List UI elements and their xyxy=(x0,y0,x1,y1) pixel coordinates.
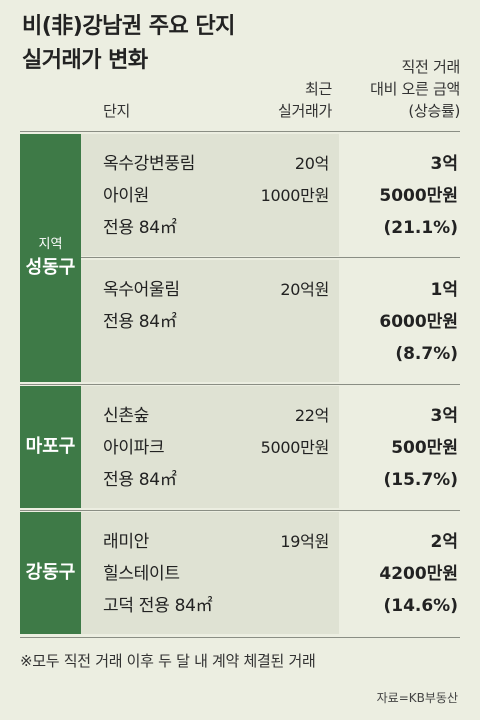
price-line: 1000만원 xyxy=(260,186,330,205)
name-line: 전용 84㎡ xyxy=(103,218,177,238)
rise-line: 5000만원 xyxy=(379,186,458,206)
header-divider xyxy=(20,131,460,132)
rise-line: (15.7%) xyxy=(383,470,458,490)
rise-line: 500만원 xyxy=(391,438,458,458)
footnote: ※모두 직전 거래 이후 두 달 내 계약 체결된 거래 xyxy=(20,652,316,670)
rise-line: 3억 xyxy=(430,406,458,426)
rise-line: (14.6%) xyxy=(383,596,458,616)
table-row: 옥수강변풍림 아이원 전용 84㎡ 20억 1000만원 3억 5000만원 (… xyxy=(81,134,460,256)
rise-line: 2억 xyxy=(430,532,458,552)
name-line: 옥수어울림 xyxy=(103,280,180,300)
table-bottom-divider xyxy=(20,637,460,638)
recent-price: 20억 1000만원 xyxy=(240,134,339,256)
name-line: 힐스테이트 xyxy=(103,564,180,584)
price-line: 22억 xyxy=(294,406,329,425)
complex-name: 옥수어울림 전용 84㎡ xyxy=(81,260,240,382)
name-line: 아이원 xyxy=(103,186,150,206)
name-line: 아이파크 xyxy=(103,438,165,458)
district-seongdong: 지역 성동구 xyxy=(20,134,81,382)
price-line: 19억원 xyxy=(280,532,329,551)
rise-line: (8.7%) xyxy=(395,344,458,364)
rise-line: 1억 xyxy=(430,280,458,300)
price-rise: 3억 500만원 (15.7%) xyxy=(339,386,460,508)
header-price-line-1: 최근 xyxy=(304,80,332,98)
rise-line: 4200만원 xyxy=(379,564,458,584)
district-label: 성동구 xyxy=(25,257,76,278)
price-rise: 2억 4200만원 (14.6%) xyxy=(339,512,460,634)
table-row: 신촌숲 아이파크 전용 84㎡ 22억 5000만원 3억 500만원 (15.… xyxy=(81,386,460,508)
district-gangdong: 강동구 xyxy=(20,512,81,634)
header-price: 최근 실거래가 xyxy=(278,78,332,122)
district-label: 강동구 xyxy=(25,562,76,583)
table-row: 옥수어울림 전용 84㎡ 20억원 1억 6000만원 (8.7%) xyxy=(81,260,460,382)
title-line-2: 실거래가 변화 xyxy=(22,48,148,73)
name-line: 옥수강변풍림 xyxy=(103,154,196,174)
rise-line: 3억 xyxy=(430,154,458,174)
row-divider xyxy=(81,257,460,258)
price-rise: 3억 5000만원 (21.1%) xyxy=(339,134,460,256)
source-credit: 자료=KB부동산 xyxy=(376,691,458,705)
rise-line: (21.1%) xyxy=(383,218,458,238)
header-rise-line-2: 대비 오른 금액 xyxy=(370,80,460,98)
district-label: 마포구 xyxy=(25,436,76,457)
header-rise-line-3: (상승률) xyxy=(408,102,460,120)
chart-title: 비(非)강남권 주요 단지 실거래가 변화 xyxy=(22,10,235,78)
table-row: 래미안 힐스테이트 고덕 전용 84㎡ 19억원 2억 4200만원 (14.6… xyxy=(81,512,460,634)
name-line: 신촌숲 xyxy=(103,406,150,426)
recent-price: 22억 5000만원 xyxy=(240,386,339,508)
section-divider xyxy=(20,510,460,511)
complex-name: 래미안 힐스테이트 고덕 전용 84㎡ xyxy=(81,512,240,634)
name-line: 전용 84㎡ xyxy=(103,312,177,332)
header-name: 단지 xyxy=(103,102,131,120)
name-line: 전용 84㎡ xyxy=(103,470,177,490)
district-mapo: 마포구 xyxy=(20,386,81,508)
district-small-label: 지역 xyxy=(38,237,63,252)
recent-price: 20억원 xyxy=(240,260,339,382)
title-line-1: 비(非)강남권 주요 단지 xyxy=(22,14,235,39)
rise-line: 6000만원 xyxy=(379,312,458,332)
section-divider xyxy=(20,384,460,385)
price-line: 20억 xyxy=(294,154,329,173)
recent-price: 19억원 xyxy=(240,512,339,634)
name-line: 래미안 xyxy=(103,532,150,552)
price-line: 5000만원 xyxy=(260,438,330,457)
price-rise: 1억 6000만원 (8.7%) xyxy=(339,260,460,382)
name-line: 고덕 전용 84㎡ xyxy=(103,596,213,616)
header-price-line-2: 실거래가 xyxy=(277,102,332,120)
complex-name: 옥수강변풍림 아이원 전용 84㎡ xyxy=(81,134,240,256)
price-line: 20억원 xyxy=(280,280,329,299)
header-rise-line-1: 직전 거래 xyxy=(401,58,461,76)
header-rise: 직전 거래 대비 오른 금액 (상승률) xyxy=(370,56,460,122)
complex-name: 신촌숲 아이파크 전용 84㎡ xyxy=(81,386,240,508)
